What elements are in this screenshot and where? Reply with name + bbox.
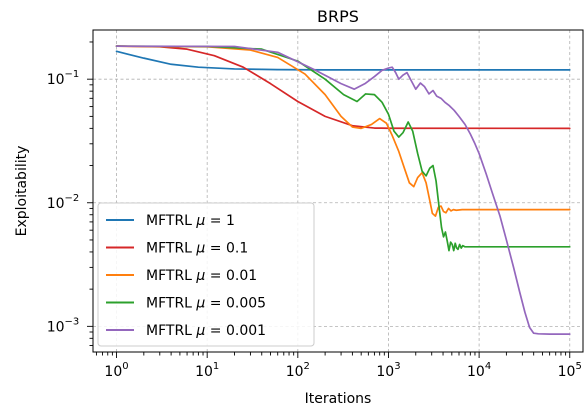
series-line-0 <box>115 50 571 71</box>
x-axis-ticks: 100 101 102 103 104 105 <box>95 352 582 380</box>
y-tick-label: 10−3 <box>47 316 80 335</box>
legend-label-3: MFTRL μ = 0.005 <box>146 296 266 312</box>
legend-label-4: MFTRL μ = 0.001 <box>146 323 266 339</box>
series-line-2 <box>115 45 571 217</box>
x-tick-label: 102 <box>286 361 310 380</box>
x-tick-label: 103 <box>376 361 400 380</box>
chart-title: BRPS <box>317 7 359 26</box>
x-tick-label: 101 <box>195 361 219 380</box>
y-tick-label: 10−1 <box>47 69 80 88</box>
legend-label-2: MFTRL μ = 0.01 <box>146 268 257 284</box>
legend-label-1: MFTRL μ = 0.1 <box>146 241 248 257</box>
legend-label-0: MFTRL μ = 1 <box>146 213 235 229</box>
y-axis-ticks: 10−1 10−2 10−3 <box>47 41 93 346</box>
x-tick-label: 100 <box>104 361 128 380</box>
y-axis-label: Exploitability <box>14 146 30 237</box>
series-layer <box>115 45 571 335</box>
y-tick-label: 10−2 <box>47 193 80 212</box>
series-line-4 <box>115 45 571 335</box>
series-line-3 <box>115 45 571 252</box>
plot-frame <box>92 29 584 353</box>
series-line-1 <box>115 45 571 130</box>
x-tick-label: 105 <box>558 361 582 380</box>
legend: MFTRL μ = 1 MFTRL μ = 0.1 MFTRL μ = 0.01 MF… <box>97 202 315 347</box>
x-axis-label: Iterations <box>305 391 372 407</box>
x-tick-label: 104 <box>467 361 491 380</box>
grid <box>93 30 583 352</box>
legend-box <box>97 202 315 347</box>
